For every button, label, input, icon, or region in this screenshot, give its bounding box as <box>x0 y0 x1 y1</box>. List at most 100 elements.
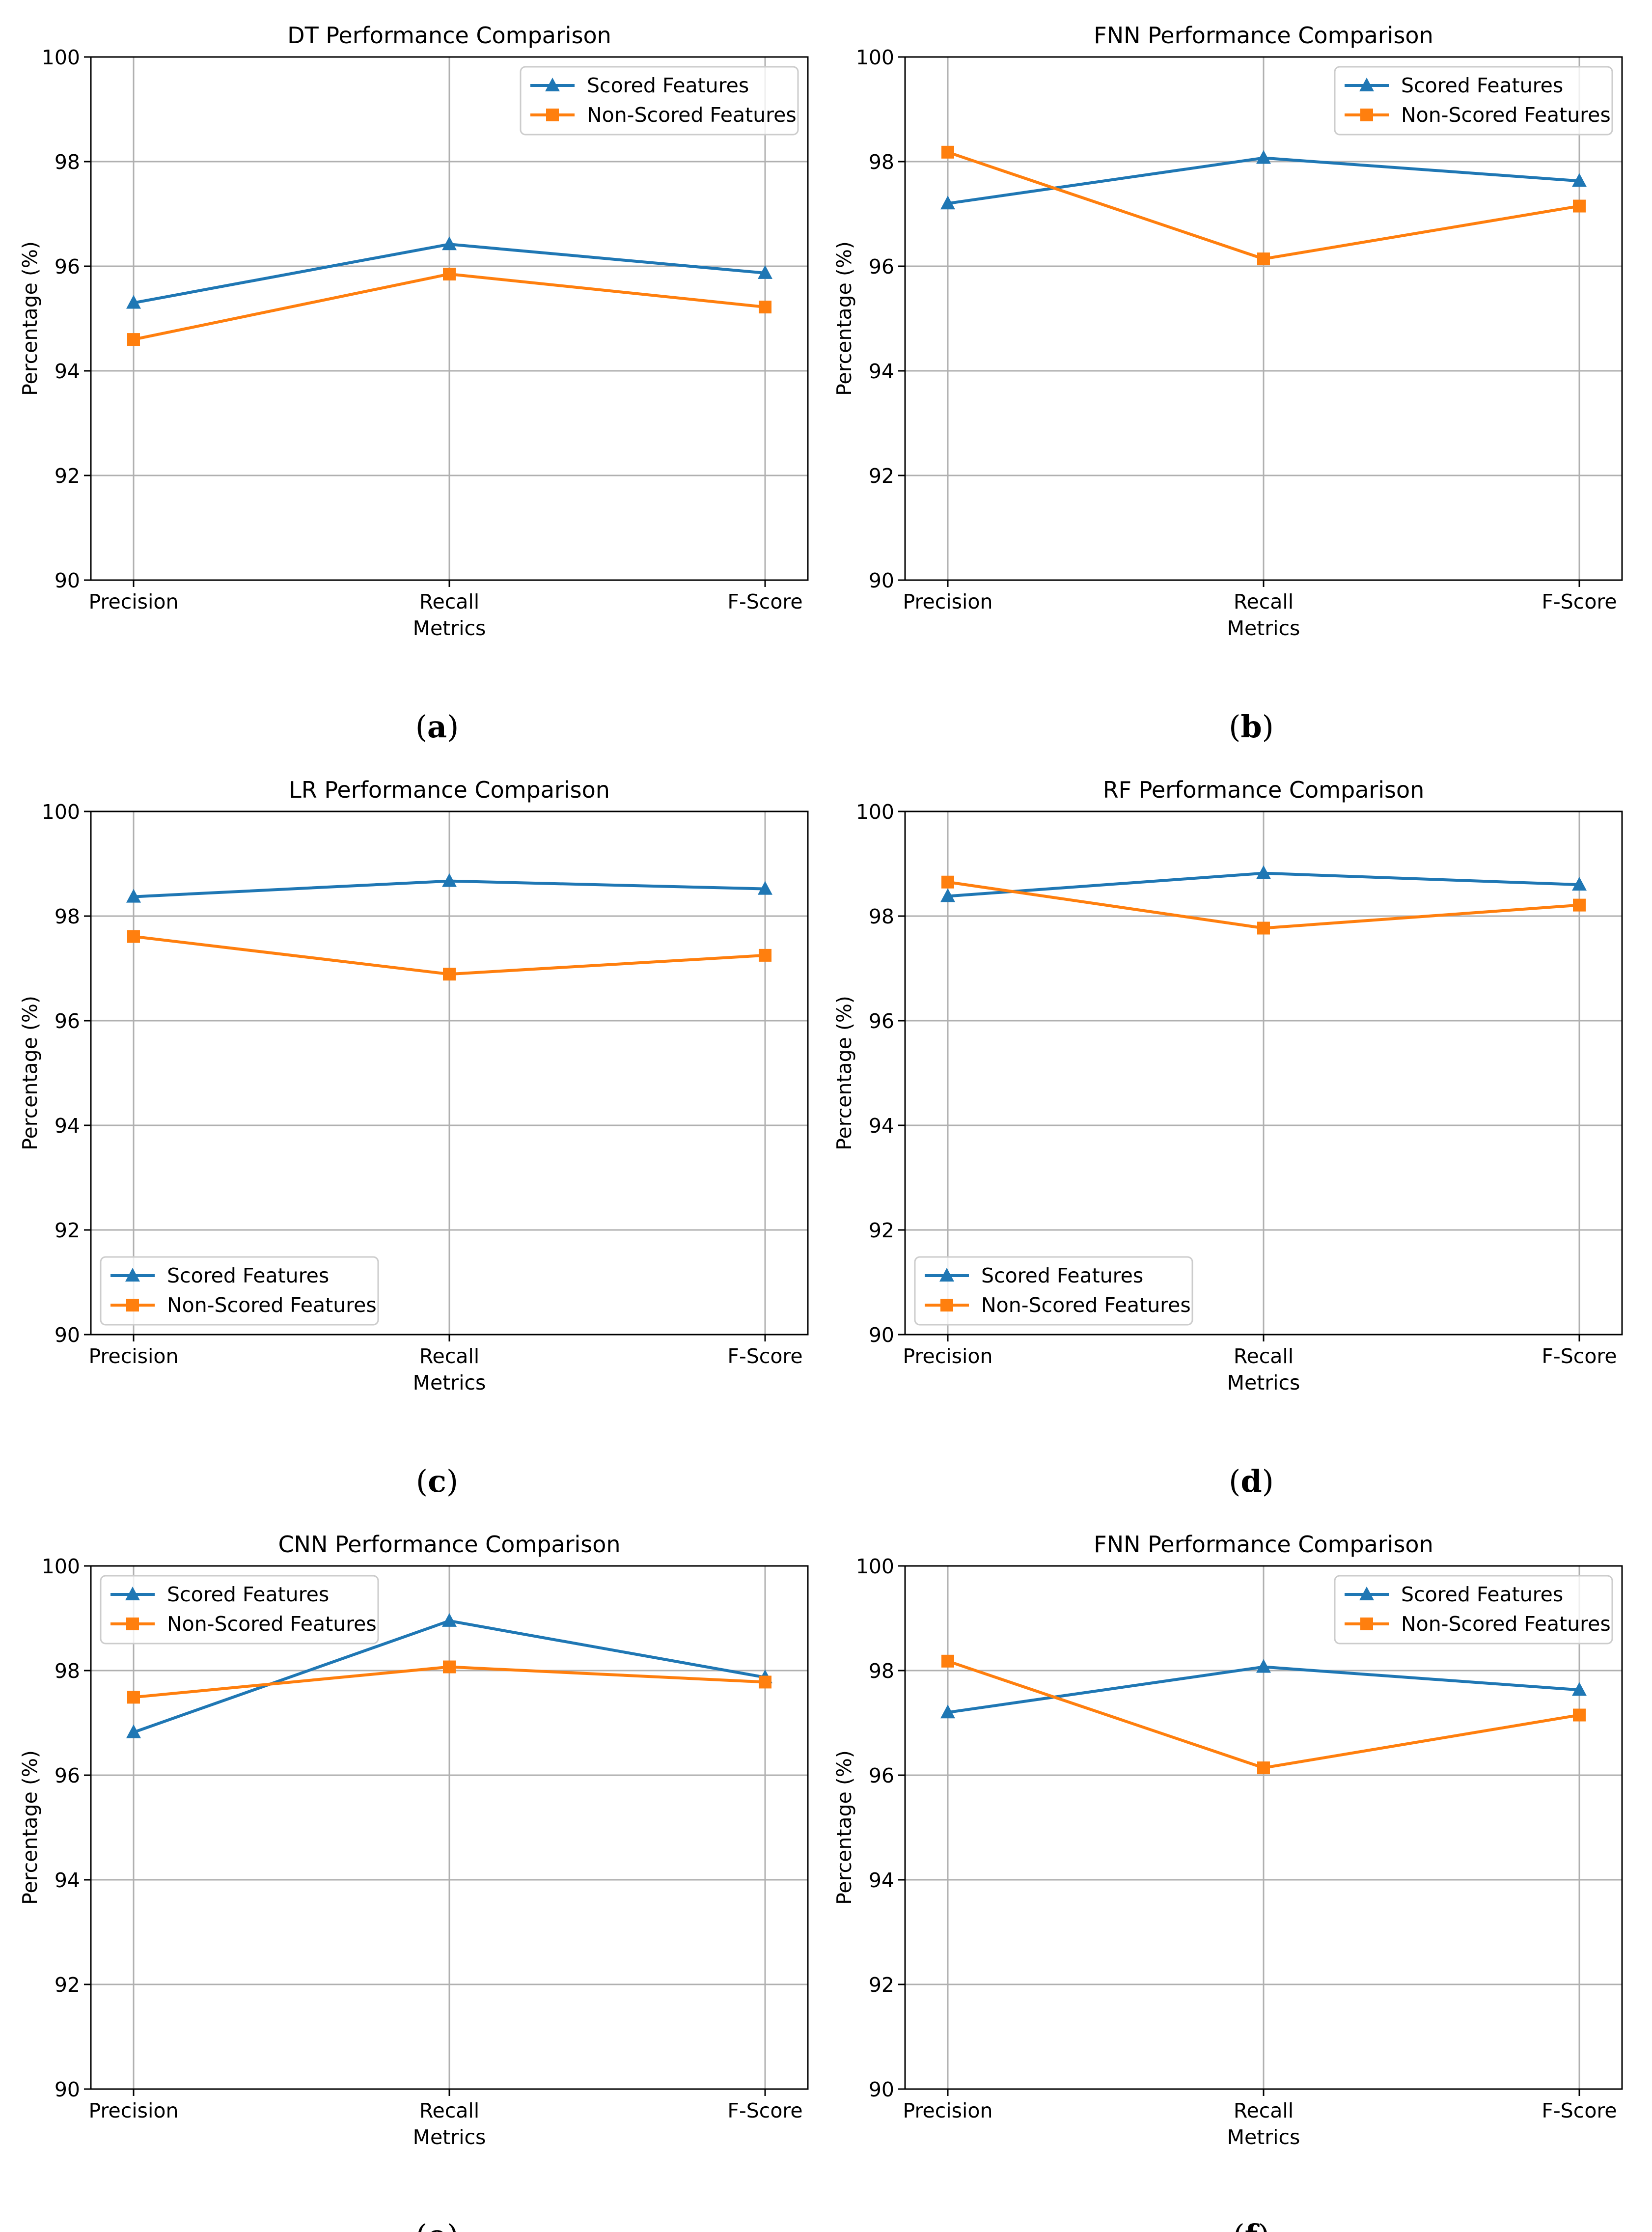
y-tick-label: 98 <box>55 1659 80 1683</box>
legend-marker-square <box>126 1618 139 1630</box>
y-tick-label: 96 <box>55 1009 80 1033</box>
panel-caption: (f) <box>1233 2218 1269 2232</box>
legend-marker-square <box>546 109 559 121</box>
y-tick-label: 100 <box>42 46 80 69</box>
chart-title: LR Performance Comparison <box>289 777 610 803</box>
x-tick-label: Precision <box>89 590 179 614</box>
legend-label: Non-Scored Features <box>587 103 797 127</box>
panel-caption-letter: a <box>427 709 447 745</box>
data-point-non-scored <box>1573 898 1586 912</box>
plot-frame <box>90 56 809 581</box>
y-axis-label: Percentage (%) <box>18 996 42 1150</box>
legend-label: Non-Scored Features <box>981 1293 1191 1317</box>
x-tick-label: F-Score <box>1542 590 1617 614</box>
x-tick-label: Recall <box>419 1344 479 1368</box>
y-tick-label: 92 <box>869 464 894 488</box>
chart-title: CNN Performance Comparison <box>278 1531 620 1558</box>
y-axis-label: Percentage (%) <box>832 996 856 1150</box>
legend-frame <box>1334 1575 1613 1645</box>
legend-marker-triangle <box>1359 1587 1374 1600</box>
y-tick-label: 90 <box>55 2078 80 2101</box>
data-point-non-scored <box>1573 1708 1586 1722</box>
legend-label: Scored Features <box>1401 1583 1563 1606</box>
x-tick-label: F-Score <box>727 1344 802 1368</box>
data-point-non-scored <box>127 1691 140 1704</box>
legend-label: Scored Features <box>981 1264 1143 1287</box>
x-tick-label: Recall <box>419 2099 479 2122</box>
y-tick-label: 96 <box>55 255 80 279</box>
legend-frame <box>1334 66 1613 136</box>
chart-panel-d: 90 92 94 96 98 100 Precision Recall F-Score RF Pe… <box>832 777 1623 1499</box>
legend-marker-square <box>1360 1618 1373 1630</box>
data-point-non-scored <box>759 301 771 314</box>
data-point-non-scored <box>443 968 456 981</box>
x-tick-label: Precision <box>903 1344 993 1368</box>
data-point-non-scored <box>941 1654 954 1668</box>
legend-marker-square <box>126 1299 139 1311</box>
y-axis-label: Percentage (%) <box>18 1750 42 1905</box>
legend-label: Non-Scored Features <box>1401 1612 1611 1636</box>
x-axis-label: Metrics <box>413 2125 486 2149</box>
legend-label: Scored Features <box>167 1583 329 1606</box>
legend: Scored Features Non-Scored Features <box>100 1575 379 1645</box>
y-axis-label: Percentage (%) <box>832 1750 856 1905</box>
y-tick-label: 94 <box>869 1114 894 1138</box>
legend-frame <box>100 1575 379 1645</box>
data-point-scored <box>1256 865 1271 879</box>
data-point-scored <box>1572 877 1587 891</box>
y-axis-label: Percentage (%) <box>832 241 856 396</box>
y-tick-label: 98 <box>55 905 80 928</box>
legend: Scored Features Non-Scored Features <box>1334 66 1613 136</box>
data-point-scored <box>126 889 141 903</box>
y-tick-label: 92 <box>55 1219 80 1242</box>
x-tick-label: F-Score <box>727 2099 802 2122</box>
data-point-non-scored <box>941 875 954 889</box>
data-point-scored <box>442 873 457 887</box>
chart-panel-e: 90 92 94 96 98 100 Precision Recall F-Score CNN P… <box>18 1531 809 2232</box>
data-point-non-scored <box>759 1675 771 1689</box>
data-point-scored <box>940 888 955 902</box>
y-tick-label: 94 <box>869 1869 894 1892</box>
data-point-scored <box>758 881 772 895</box>
y-tick-label: 98 <box>869 150 894 174</box>
legend: Scored Features Non-Scored Features <box>914 1256 1193 1326</box>
y-tick-label: 92 <box>869 1219 894 1242</box>
legend: Scored Features Non-Scored Features <box>100 1256 379 1326</box>
data-point-scored <box>1572 1682 1587 1696</box>
y-tick-label: 100 <box>42 1555 80 1578</box>
x-tick-label: Precision <box>89 2099 179 2122</box>
panel-caption-letter: f <box>1245 2218 1260 2232</box>
legend-marker-triangle <box>939 1268 954 1282</box>
y-tick-label: 100 <box>42 800 80 824</box>
y-tick-label: 96 <box>869 1764 894 1787</box>
y-tick-label: 100 <box>856 1555 894 1578</box>
x-axis-label: Metrics <box>1227 1371 1300 1395</box>
legend: Scored Features Non-Scored Features <box>520 66 799 136</box>
legend-frame <box>520 66 799 136</box>
legend-label: Scored Features <box>167 1264 329 1287</box>
x-tick-label: Precision <box>903 590 993 614</box>
legend-label: Non-Scored Features <box>167 1293 377 1317</box>
x-tick-label: Recall <box>1234 590 1294 614</box>
legend-label: Scored Features <box>1401 74 1563 97</box>
panel-caption-letter: d <box>1240 1463 1262 1499</box>
x-axis-label: Metrics <box>1227 2125 1300 2149</box>
y-tick-label: 90 <box>55 1323 80 1347</box>
x-tick-label: F-Score <box>1542 2099 1617 2122</box>
legend-label: Non-Scored Features <box>1401 103 1611 127</box>
data-point-non-scored <box>759 949 771 962</box>
legend-marker-square <box>940 1299 953 1311</box>
chart-panel-b: 90 92 94 96 98 100 Precision Recall F-Score FNN P… <box>832 22 1623 745</box>
data-point-non-scored <box>1257 921 1270 935</box>
data-point-scored <box>758 265 772 279</box>
chart-panel-f: 90 92 94 96 98 100 Precision Recall F-Score FNN P… <box>832 1531 1623 2232</box>
chart-title: FNN Performance Comparison <box>1094 1531 1433 1558</box>
plot-frame <box>904 810 1623 1336</box>
y-tick-label: 92 <box>869 1973 894 1997</box>
x-axis-label: Metrics <box>1227 616 1300 640</box>
data-point-scored <box>126 295 141 309</box>
legend-marker-square <box>1360 109 1373 121</box>
y-axis-label: Percentage (%) <box>18 241 42 396</box>
chart-title: DT Performance Comparison <box>287 22 611 49</box>
y-tick-label: 90 <box>869 569 894 592</box>
